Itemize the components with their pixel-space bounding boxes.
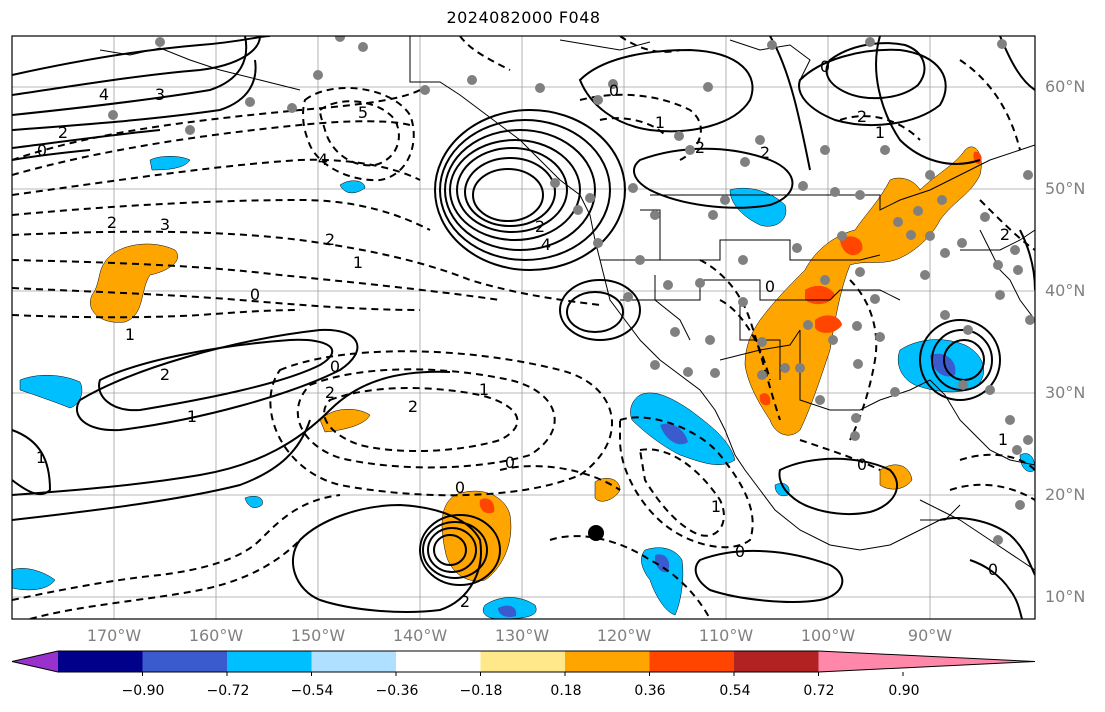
lon-label-100w: 100°W — [800, 626, 856, 645]
contour-label: 0 — [765, 277, 775, 296]
contour-label: 2 — [408, 397, 418, 416]
station-markers — [108, 36, 1035, 545]
contour-label: 2 — [535, 217, 545, 236]
lon-label-90w: 90°W — [907, 626, 953, 645]
contour-label: 2 — [460, 592, 470, 611]
contour-label: 1 — [711, 497, 721, 516]
lat-label-50: 50°N — [1045, 179, 1086, 198]
contour-label: 0 — [820, 57, 830, 76]
colorbar-segment — [565, 651, 650, 672]
contour-label: 2 — [107, 213, 117, 232]
lon-label-170w: 170°W — [86, 626, 142, 645]
map-frame — [11, 35, 1036, 620]
colorbar-tick-label: −0.90 — [121, 683, 165, 699]
colorbar-tick-label: 0.72 — [803, 683, 835, 699]
tropical-cyclone-marker — [588, 525, 604, 541]
contour-label: 2 — [695, 138, 705, 157]
lat-label-30: 30°N — [1045, 383, 1086, 402]
graticule — [12, 36, 1035, 619]
colorbar-tick-label: 0.18 — [550, 683, 582, 699]
contour-label: 2 — [1000, 225, 1010, 244]
contour-label: 4 — [99, 85, 109, 104]
lat-label-20: 20°N — [1045, 485, 1086, 504]
contour-label: 0 — [505, 453, 515, 472]
colorbar — [11, 650, 1036, 676]
colorbar-tick-label: 0.54 — [719, 683, 751, 699]
contour-label: 2 — [58, 123, 68, 142]
lon-label-160w: 160°W — [188, 626, 244, 645]
contour-label: 1 — [998, 430, 1008, 449]
dashed-contours — [12, 36, 1035, 619]
contour-label: 2 — [160, 365, 170, 384]
contour-label: 0 — [250, 285, 260, 304]
lon-label-130w: 130°W — [494, 626, 550, 645]
contour-label: 2 — [325, 383, 335, 402]
colorbar-tick-label: −0.72 — [206, 683, 250, 699]
contour-label: 1 — [655, 113, 665, 132]
contour-label: 0 — [857, 455, 867, 474]
colorbar-tick-label: −0.18 — [459, 683, 503, 699]
colorbar-tick-label: −0.36 — [375, 683, 419, 699]
contour-label: 2 — [760, 143, 770, 162]
lon-label-150w: 150°W — [290, 626, 346, 645]
contour-label: 2 — [857, 107, 867, 126]
contour-label: 0 — [37, 141, 47, 160]
contour-label: 1 — [187, 407, 197, 426]
contour-label: 1 — [125, 325, 135, 344]
colorbar-segment — [58, 651, 143, 672]
contour-label: 1 — [479, 380, 489, 399]
contour-label: 0 — [455, 478, 465, 497]
colorbar-segment — [734, 651, 819, 672]
colorbar-tick-label: 0.90 — [888, 683, 920, 699]
contour-label: 4 — [318, 150, 328, 169]
contour-label: 1 — [36, 448, 46, 467]
contour-label: 4 — [541, 235, 551, 254]
colorbar-segment — [649, 651, 735, 672]
contour-label: 0 — [735, 542, 745, 561]
colorbar-segment — [311, 651, 397, 672]
colorbar-tick-label: 0.36 — [634, 683, 666, 699]
contour-label: 0 — [330, 357, 340, 376]
contour-label: 0 — [609, 81, 619, 100]
contour-label: 2 — [325, 230, 335, 249]
contour-label: 1 — [875, 123, 885, 142]
colorbar-tick-label: −0.54 — [290, 683, 334, 699]
shading-orange — [90, 146, 982, 582]
coastlines — [99, 36, 1035, 571]
contour-label: 3 — [160, 215, 170, 234]
map-title: 2024082000 F048 — [446, 8, 601, 27]
colorbar-segment — [12, 651, 58, 672]
colorbar-segment — [396, 651, 481, 672]
contour-label: 0 — [988, 560, 998, 579]
colorbar-segment — [142, 651, 228, 672]
lon-label-110w: 110°W — [698, 626, 754, 645]
lat-label-40: 40°N — [1045, 281, 1086, 300]
contour-label: 1 — [353, 253, 363, 272]
lat-label-60: 60°N — [1045, 77, 1086, 96]
shading-dark-blue — [498, 353, 956, 618]
colorbar-segment — [227, 651, 312, 672]
lat-label-10: 10°N — [1045, 587, 1086, 606]
contour-label: 5 — [358, 103, 368, 122]
lon-label-140w: 140°W — [392, 626, 448, 645]
colorbar-outline — [11, 650, 1036, 673]
lon-label-120w: 120°W — [596, 626, 652, 645]
contour-label: 3 — [155, 85, 165, 104]
colorbar-segment — [818, 651, 1035, 672]
colorbar-segment — [480, 651, 566, 672]
